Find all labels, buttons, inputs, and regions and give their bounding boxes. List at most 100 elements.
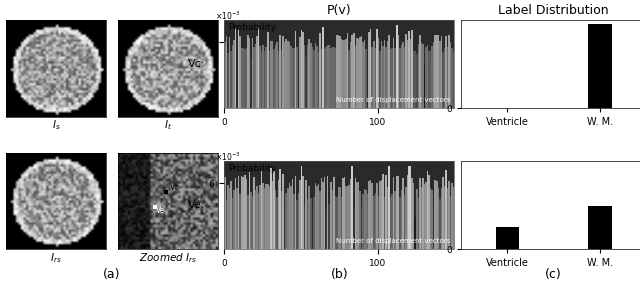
Bar (588, 24, 612, 108)
Bar (353, 209, 355, 249)
Text: (a): (a) (103, 269, 121, 281)
Bar (271, 181, 273, 249)
Bar (289, 41, 290, 108)
Bar (433, 41, 435, 108)
Text: Number of displacement vectors: Number of displacement vectors (335, 97, 450, 103)
Bar (415, 51, 416, 108)
Bar (339, 187, 340, 249)
Bar (431, 190, 433, 249)
Bar (258, 193, 259, 249)
Bar (247, 195, 248, 249)
Bar (369, 181, 370, 249)
Bar (416, 188, 417, 249)
Bar (407, 40, 408, 108)
Bar (224, 42, 225, 108)
Bar (445, 170, 447, 249)
Bar (425, 47, 427, 108)
Bar (281, 50, 282, 108)
Bar (361, 207, 362, 249)
Bar (435, 180, 436, 249)
Bar (324, 49, 325, 108)
Bar (367, 62, 369, 108)
Bar (348, 185, 350, 249)
Text: (c): (c) (545, 269, 562, 281)
Bar (436, 35, 438, 108)
Bar (448, 181, 450, 249)
Bar (447, 47, 448, 108)
Bar (439, 199, 440, 249)
Bar (444, 48, 445, 108)
Bar (381, 180, 382, 249)
Bar (412, 30, 413, 108)
Bar (285, 39, 287, 108)
Bar (308, 39, 310, 108)
Bar (244, 175, 246, 249)
Bar (258, 27, 259, 108)
Bar (385, 175, 387, 249)
Bar (430, 50, 431, 108)
Bar (444, 186, 445, 249)
Text: Probability: Probability (228, 23, 276, 32)
Bar (317, 184, 319, 249)
Bar (266, 184, 267, 249)
Bar (393, 38, 394, 108)
Bar (259, 46, 261, 108)
Bar (246, 48, 247, 108)
Bar (273, 49, 275, 108)
Bar (495, 227, 519, 249)
Bar (396, 176, 397, 249)
Bar (241, 176, 243, 249)
Bar (328, 45, 330, 108)
Bar (313, 50, 315, 108)
Bar (408, 166, 410, 249)
Bar (451, 183, 453, 249)
Bar (284, 41, 285, 108)
Bar (227, 52, 228, 108)
Bar (371, 47, 373, 108)
Bar (384, 40, 385, 108)
Bar (376, 183, 378, 249)
Bar (390, 48, 392, 108)
X-axis label: Zoomed $I_{rs}$: Zoomed $I_{rs}$ (139, 251, 197, 265)
Bar (362, 194, 364, 249)
Bar (304, 206, 305, 249)
Bar (285, 193, 287, 249)
Bar (228, 188, 230, 249)
Bar (276, 197, 278, 249)
Bar (333, 47, 335, 108)
Bar (415, 217, 416, 249)
Bar (438, 35, 439, 108)
Bar (402, 42, 404, 108)
Bar (350, 179, 351, 249)
Bar (374, 193, 376, 249)
Bar (256, 36, 258, 108)
Bar (412, 178, 413, 249)
Bar (340, 39, 342, 108)
Bar (332, 47, 333, 108)
Text: Number of displacement vectors: Number of displacement vectors (335, 238, 450, 244)
Bar (397, 176, 399, 249)
Bar (330, 48, 332, 108)
Y-axis label: Ve:: Ve: (188, 200, 205, 210)
Bar (401, 45, 402, 108)
Bar (445, 36, 447, 108)
Bar (385, 47, 387, 108)
Bar (347, 186, 348, 249)
Bar (346, 39, 347, 108)
Bar (232, 45, 233, 108)
Bar (425, 182, 427, 249)
Bar (402, 178, 404, 249)
Bar (359, 191, 361, 249)
Bar (367, 194, 369, 249)
Bar (374, 48, 376, 108)
Bar (379, 180, 381, 249)
Bar (427, 171, 428, 249)
Bar (252, 38, 253, 108)
Bar (358, 39, 359, 108)
Bar (387, 41, 388, 108)
Text: $\times10^{-3}$: $\times10^{-3}$ (215, 151, 241, 163)
Bar (305, 180, 307, 249)
Bar (323, 182, 324, 249)
Bar (302, 176, 304, 249)
Bar (239, 194, 241, 249)
